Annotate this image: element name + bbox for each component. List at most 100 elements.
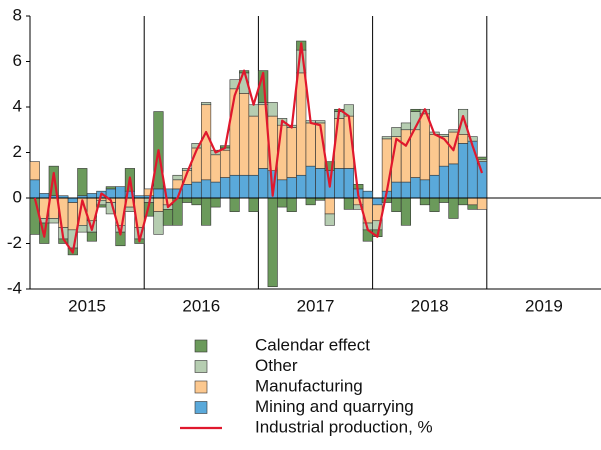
bar bbox=[29, 161, 40, 181]
bar bbox=[476, 156, 488, 160]
bar bbox=[86, 193, 97, 199]
bar bbox=[476, 197, 488, 210]
bar bbox=[219, 149, 231, 178]
bar bbox=[315, 168, 326, 199]
bar bbox=[267, 197, 278, 288]
bar bbox=[391, 197, 402, 212]
bar bbox=[124, 206, 135, 212]
bar bbox=[48, 165, 59, 197]
bar bbox=[400, 181, 412, 199]
bar bbox=[229, 174, 240, 199]
bar bbox=[210, 181, 221, 199]
bar bbox=[267, 102, 278, 117]
bar bbox=[86, 231, 97, 242]
bar bbox=[258, 168, 269, 199]
bar bbox=[419, 113, 430, 181]
bar bbox=[191, 181, 202, 199]
bar bbox=[67, 197, 78, 203]
bar bbox=[324, 213, 335, 226]
bar bbox=[429, 134, 440, 176]
bar bbox=[277, 179, 288, 199]
bar bbox=[201, 104, 212, 181]
bar bbox=[410, 129, 421, 178]
x-tick-label: 2019 bbox=[525, 296, 563, 315]
bar bbox=[286, 127, 297, 178]
bar bbox=[419, 197, 430, 206]
bar bbox=[305, 122, 316, 167]
bar bbox=[39, 193, 50, 199]
bar bbox=[324, 197, 335, 215]
x-tick-label: 2018 bbox=[411, 296, 449, 315]
bar bbox=[286, 177, 297, 199]
bar bbox=[296, 174, 307, 199]
bar bbox=[438, 136, 450, 167]
bar bbox=[181, 184, 193, 199]
y-tick-label: -4 bbox=[7, 278, 22, 297]
bar bbox=[153, 188, 164, 199]
bar bbox=[219, 177, 231, 199]
bar bbox=[391, 127, 402, 137]
bar bbox=[419, 179, 430, 199]
bar bbox=[448, 197, 459, 219]
legend-swatch bbox=[194, 380, 208, 394]
bar bbox=[391, 181, 402, 199]
bar bbox=[343, 197, 354, 210]
legend-swatch bbox=[194, 401, 208, 414]
bar bbox=[115, 186, 126, 199]
bar bbox=[448, 129, 459, 133]
bar bbox=[210, 154, 221, 183]
bar bbox=[467, 136, 478, 142]
bar bbox=[201, 197, 212, 226]
bar bbox=[201, 179, 212, 199]
bar bbox=[286, 197, 297, 212]
bar bbox=[467, 204, 478, 210]
bar bbox=[248, 174, 259, 199]
bar bbox=[77, 225, 88, 233]
bar bbox=[467, 140, 478, 199]
bar bbox=[381, 138, 392, 192]
bar bbox=[448, 163, 459, 199]
x-tick-label: 2015 bbox=[68, 296, 106, 315]
bar bbox=[296, 72, 307, 176]
bar bbox=[410, 108, 421, 112]
legend-label: Other bbox=[255, 356, 298, 375]
bar bbox=[239, 174, 250, 199]
bar bbox=[48, 218, 59, 224]
bar bbox=[429, 197, 440, 212]
bar bbox=[229, 88, 240, 176]
bar bbox=[476, 161, 488, 199]
legend-label: Mining and quarrying bbox=[255, 397, 414, 416]
bar bbox=[305, 165, 316, 199]
bar bbox=[153, 211, 164, 235]
x-tick-label: 2017 bbox=[297, 296, 335, 315]
bar bbox=[29, 179, 40, 199]
line bbox=[33, 42, 484, 254]
bar bbox=[343, 168, 354, 199]
bar bbox=[410, 177, 421, 199]
bar bbox=[248, 115, 259, 176]
y-tick-label: 6 bbox=[13, 51, 22, 70]
bar bbox=[191, 197, 202, 206]
bar bbox=[362, 190, 373, 199]
y-tick-label: 0 bbox=[13, 187, 22, 206]
bar bbox=[400, 122, 412, 131]
bar bbox=[429, 174, 440, 199]
bar bbox=[315, 120, 326, 124]
bar bbox=[381, 136, 392, 140]
bar bbox=[181, 197, 193, 203]
bar bbox=[334, 168, 345, 199]
bar bbox=[67, 202, 78, 231]
bar bbox=[77, 168, 88, 197]
y-tick-label: 2 bbox=[13, 142, 22, 161]
bar bbox=[201, 102, 212, 106]
bar bbox=[210, 197, 221, 208]
bar bbox=[457, 197, 469, 206]
bar bbox=[277, 197, 288, 208]
bar bbox=[372, 197, 383, 206]
bar bbox=[248, 197, 259, 212]
bar bbox=[162, 209, 174, 226]
legend-label: Industrial production, % bbox=[255, 417, 433, 436]
legend-label: Calendar effect bbox=[255, 335, 370, 354]
y-tick-label: 8 bbox=[13, 5, 22, 24]
